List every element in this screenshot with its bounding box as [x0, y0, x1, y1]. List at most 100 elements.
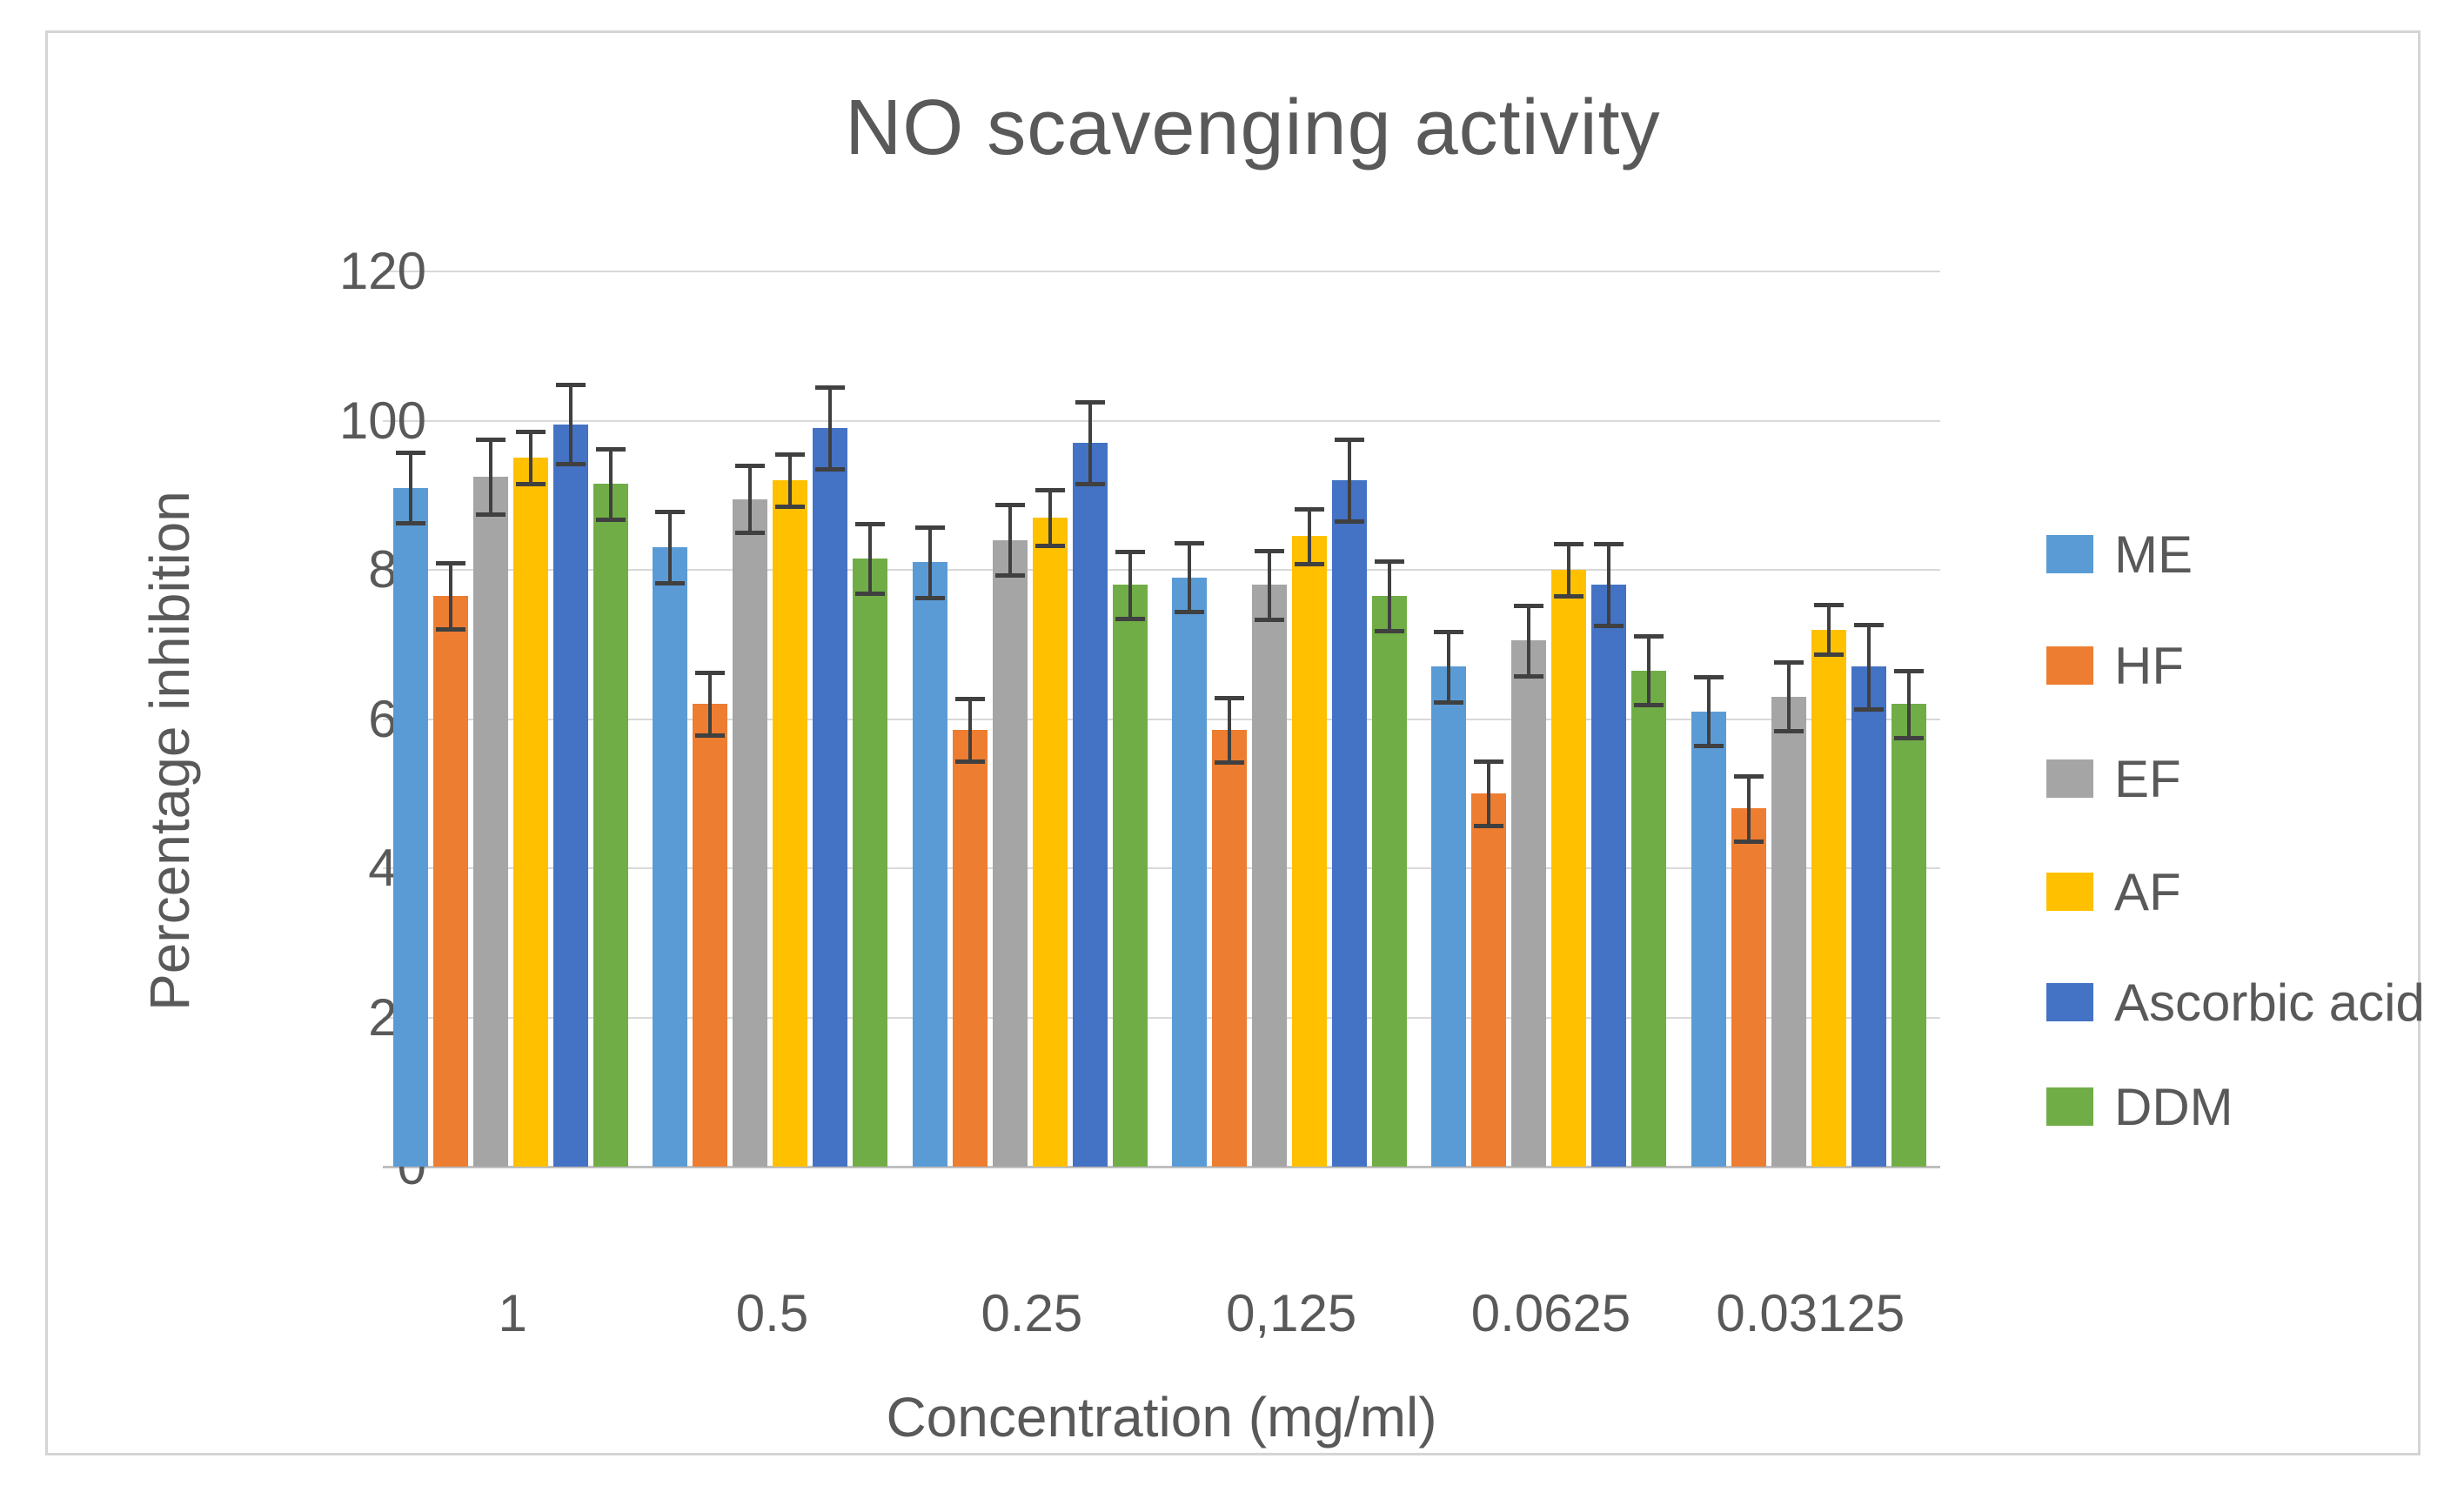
error-bar-cap: [855, 521, 886, 526]
error-bar-cap: [1335, 437, 1364, 442]
bar-ME-0,125: [1172, 577, 1207, 1167]
bar-HF-0.0625: [1471, 793, 1507, 1167]
error-bar: [828, 386, 833, 470]
gridline-0: [383, 1166, 1940, 1168]
error-bar-cap: [1375, 559, 1404, 564]
error-bar: [1388, 560, 1391, 632]
legend-item-DDM: DDM: [2046, 1078, 2233, 1136]
error-bar: [708, 672, 713, 736]
bar-DDM-1: [593, 484, 628, 1167]
legend-item-ME: ME: [2046, 525, 2193, 584]
error-bar-cap: [1474, 759, 1504, 765]
error-bar-cap: [436, 626, 465, 632]
error-bar: [1188, 543, 1191, 612]
error-bar-cap: [596, 447, 626, 452]
bar-Ascorbic-acid-0.25: [1072, 443, 1108, 1167]
error-bar-cap: [695, 733, 726, 739]
x-axis-title: Concentration (mg/ml): [886, 1386, 1437, 1449]
gridline-100: [383, 419, 1940, 422]
error-bar: [788, 454, 793, 507]
error-bar-cap: [1893, 668, 1924, 673]
error-bar: [1008, 505, 1012, 575]
x-tick-label: 0.25: [981, 1284, 1083, 1342]
error-bar: [1647, 636, 1651, 706]
error-bar: [529, 432, 532, 485]
error-bar-cap: [1693, 675, 1724, 680]
error-bar-cap: [476, 437, 506, 442]
error-bar-cap: [1295, 506, 1324, 512]
bar-EF-0.5: [733, 498, 768, 1167]
error-bar-cap: [1215, 696, 1244, 701]
bar-AF-0.25: [1032, 517, 1068, 1167]
bar-AF-1: [513, 458, 548, 1167]
legend-label: EF: [2114, 749, 2181, 808]
error-bar-cap: [775, 505, 806, 510]
error-bar: [489, 438, 492, 514]
x-tick-label: 0.03125: [1716, 1284, 1905, 1342]
error-bar: [968, 699, 972, 762]
bar-Ascorbic-acid-0,125: [1332, 480, 1367, 1167]
bar-ME-0.03125: [1691, 711, 1726, 1167]
error-bar-cap: [1813, 603, 1844, 608]
error-bar: [1527, 605, 1531, 676]
bar-Ascorbic-acid-1: [553, 424, 588, 1167]
legend-label: ME: [2114, 525, 2193, 584]
legend-item-AF: AF: [2046, 863, 2181, 921]
error-bar-cap: [1075, 400, 1105, 405]
bar-AF-0.03125: [1811, 629, 1846, 1167]
error-bar-cap: [1255, 548, 1284, 553]
x-tick-label: 0.5: [735, 1284, 809, 1342]
error-bar-cap: [1514, 604, 1544, 609]
error-bar: [1128, 551, 1132, 619]
error-bar-cap: [1634, 634, 1664, 639]
error-bar: [449, 563, 452, 629]
error-bar-cap: [1693, 744, 1724, 749]
error-bar-cap: [1554, 541, 1584, 546]
bar-EF-0.25: [992, 539, 1028, 1167]
error-bar-cap: [1893, 735, 1924, 740]
legend-swatch-ME: [2046, 535, 2093, 573]
error-bar-cap: [1594, 541, 1624, 546]
bar-AF-0,125: [1292, 536, 1327, 1167]
error-bar-cap: [396, 451, 425, 456]
error-bar-cap: [1335, 519, 1364, 525]
bar-AF-0.5: [773, 480, 808, 1167]
legend-swatch-AF: [2046, 873, 2093, 911]
error-bar-cap: [1634, 703, 1664, 708]
error-bar-cap: [1175, 541, 1204, 546]
chart-title: NO scavenging activity: [845, 84, 1661, 171]
y-axis-title: Percentage inhibition: [138, 491, 201, 1011]
error-bar-cap: [775, 452, 806, 458]
bar-ME-0.5: [653, 547, 688, 1167]
x-tick-label: 0,125: [1226, 1284, 1357, 1342]
error-bar-cap: [1215, 760, 1244, 766]
error-bar-cap: [994, 503, 1025, 508]
error-bar-cap: [655, 581, 686, 586]
error-bar: [1607, 543, 1611, 626]
error-bar-cap: [655, 510, 686, 515]
error-bar: [1786, 662, 1791, 732]
error-bar-cap: [994, 573, 1025, 578]
gridline-120: [383, 271, 1940, 272]
error-bar-cap: [954, 697, 985, 702]
gridline-20: [383, 1016, 1940, 1019]
legend-swatch-DDM: [2046, 1087, 2093, 1126]
error-bar-cap: [1115, 616, 1145, 621]
bar-ME-1: [393, 487, 428, 1167]
error-bar-cap: [1594, 624, 1624, 629]
x-tick-label: 1: [498, 1284, 527, 1342]
bar-DDM-0.03125: [1891, 704, 1926, 1167]
error-bar: [409, 452, 412, 523]
error-bar: [1746, 775, 1751, 842]
bar-EF-1: [473, 476, 508, 1167]
error-bar-cap: [1773, 660, 1804, 666]
error-bar-cap: [1773, 729, 1804, 734]
bar-ME-0.25: [912, 562, 947, 1167]
error-bar-cap: [954, 759, 985, 765]
error-bar-cap: [516, 430, 546, 435]
error-bar-cap: [596, 517, 626, 522]
error-bar: [609, 449, 613, 519]
bar-Ascorbic-acid-0.5: [813, 428, 848, 1167]
legend-item-EF: EF: [2046, 750, 2181, 808]
error-bar-cap: [1375, 629, 1404, 634]
